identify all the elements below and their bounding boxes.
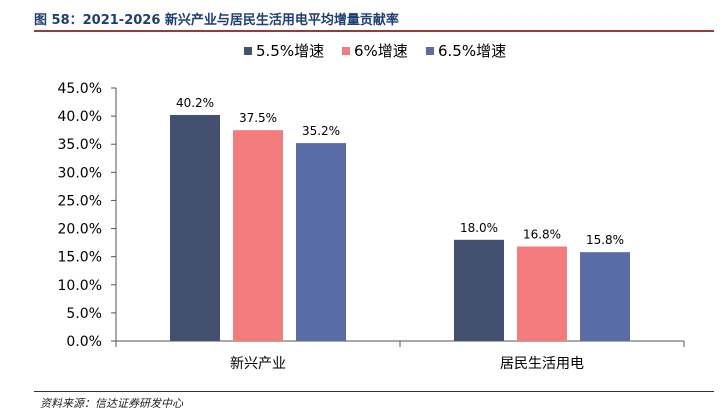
bar <box>454 239 504 341</box>
y-tick-label: 40.0% <box>58 109 102 125</box>
bar <box>170 114 220 341</box>
data-label: 35.2% <box>302 124 340 138</box>
data-label: 15.8% <box>586 233 624 247</box>
bar <box>580 252 630 341</box>
x-category-label: 居民生活用电 <box>500 356 584 372</box>
title-bar: 图 58：2021-2026 新兴产业与居民生活用电平均增量贡献率 <box>34 8 714 32</box>
legend-swatch <box>342 47 350 55</box>
y-tick-label: 0.0% <box>66 334 102 350</box>
bar-chart: 0.0% 5.0% 10.0% 15.0% 20.0% 25.0% 30.0% 35.0% 40… <box>58 42 685 372</box>
y-tick-label: 30.0% <box>58 165 102 181</box>
legend-label: 6%增速 <box>354 42 408 60</box>
y-tick-label: 15.0% <box>58 250 102 266</box>
data-label: 40.2% <box>176 96 214 110</box>
y-tick-label: 10.0% <box>58 278 102 294</box>
y-tick-label: 35.0% <box>58 137 102 153</box>
legend-swatch <box>426 47 434 55</box>
legend-swatch <box>244 47 252 55</box>
bar <box>296 143 346 341</box>
x-category-label: 新兴产业 <box>230 356 286 372</box>
data-label: 18.0% <box>460 221 498 235</box>
bar <box>517 246 567 341</box>
y-tick-label: 45.0% <box>58 81 102 97</box>
legend-label: 5.5%增速 <box>256 42 324 60</box>
data-label: 37.5% <box>239 111 277 125</box>
y-tick-label: 5.0% <box>66 306 102 322</box>
y-tick-label: 20.0% <box>58 222 102 238</box>
source-divider <box>34 391 714 392</box>
data-label: 16.8% <box>523 228 561 242</box>
y-tick-label: 25.0% <box>58 193 102 209</box>
source-note: 资料来源：信达证券研发中心 <box>40 397 183 410</box>
bar <box>233 130 283 341</box>
legend-label: 6.5%增速 <box>438 42 506 60</box>
chart-figure-title: 图 58：2021-2026 新兴产业与居民生活用电平均增量贡献率 <box>34 13 399 28</box>
